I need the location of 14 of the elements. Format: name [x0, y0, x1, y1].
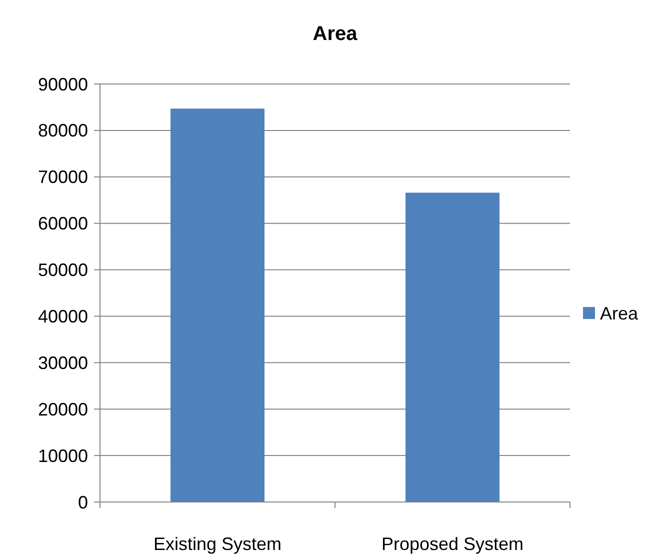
y-tick-label: 80000	[38, 120, 88, 141]
legend-label: Area	[600, 303, 640, 324]
y-tick-label: 30000	[38, 352, 88, 373]
y-tick-label: 0	[78, 492, 88, 512]
chart-title: Area	[312, 23, 358, 45]
y-tick-label: 40000	[38, 306, 88, 327]
y-tick-label: 50000	[38, 260, 88, 280]
x-tick-label: Existing System	[153, 534, 282, 554]
y-tick-label: 70000	[38, 167, 88, 188]
x-tick-label: Proposed System	[381, 534, 524, 554]
y-tick-label: 10000	[38, 446, 88, 466]
y-tick-label: 60000	[38, 214, 88, 234]
y-tick-label: 90000	[38, 74, 88, 94]
y-tick-label: 20000	[38, 399, 88, 420]
